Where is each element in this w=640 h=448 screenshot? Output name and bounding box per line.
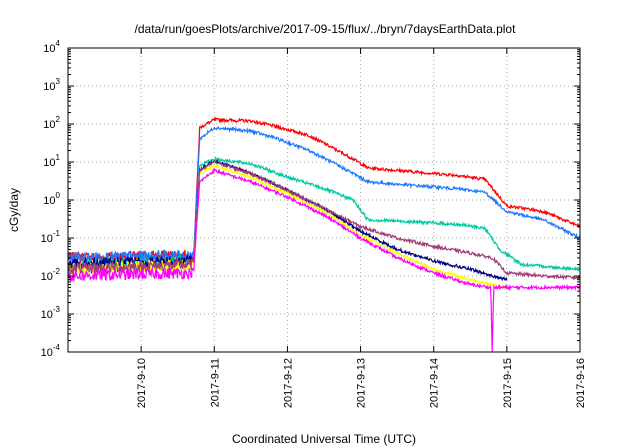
series-line-1	[67, 116, 581, 266]
y-tick-label: 10-1	[41, 229, 61, 245]
y-tick-label: 10-4	[41, 343, 61, 359]
y-ticks: 10-4 10-3 10-2 10-1 100 101 102 103 104	[41, 39, 580, 359]
y-tick-label: 101	[43, 153, 60, 169]
y-tick-label: 100	[43, 191, 60, 207]
x-axis-label: Coordinated Universal Time (UTC)	[232, 432, 416, 446]
y-tick-label: 10-2	[41, 267, 61, 283]
series-line-7	[67, 167, 581, 353]
x-tick-label: 2017-9-13	[356, 358, 368, 408]
x-tick-label: 2017-9-15	[502, 358, 514, 408]
chart-title: /data/run/goesPlots/archive/2017-09-15/f…	[135, 22, 517, 36]
x-tick-label: 2017-9-14	[429, 358, 441, 408]
x-ticks: 2017-9-10 2017-9-11 2017-9-12 2017-9-13 2017…	[136, 48, 587, 408]
series-line-2	[67, 125, 581, 265]
series-line-3	[67, 156, 581, 272]
x-tick-label: 2017-9-16	[575, 358, 587, 408]
grid	[68, 47, 581, 353]
x-tick-label: 2017-9-10	[136, 358, 148, 408]
y-tick-label: 104	[43, 39, 60, 55]
series-line-6	[67, 160, 581, 281]
x-tick-label: 2017-9-11	[209, 358, 221, 407]
y-tick-label: 10-3	[41, 305, 61, 321]
series-group	[67, 116, 581, 353]
y-tick-label: 103	[43, 77, 60, 93]
y-tick-label: 102	[43, 115, 60, 131]
x-tick-label: 2017-9-12	[282, 358, 294, 408]
y-axis-label: cGy/day	[7, 188, 21, 232]
